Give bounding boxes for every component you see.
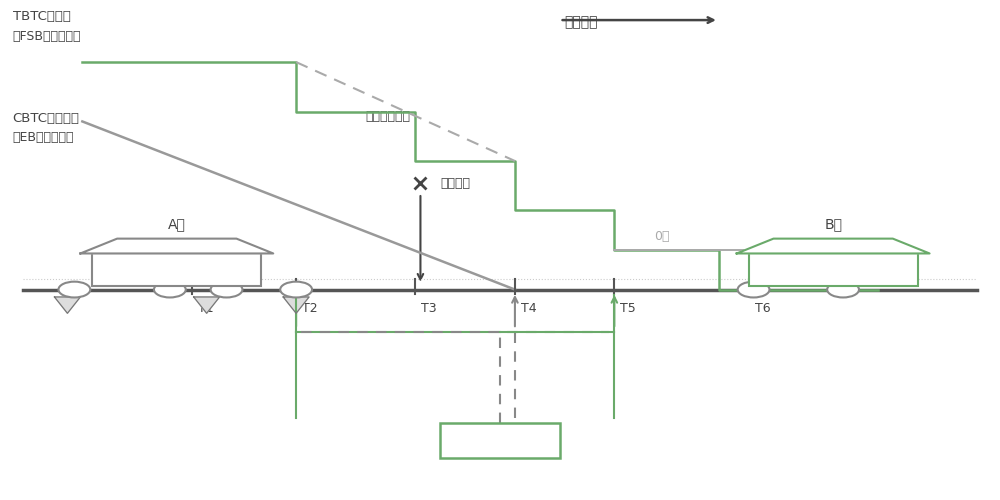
Text: 运行方向: 运行方向 [565, 15, 598, 29]
Text: T6: T6 [755, 302, 770, 315]
FancyBboxPatch shape [749, 254, 918, 286]
FancyBboxPatch shape [440, 423, 560, 458]
Text: T5: T5 [620, 302, 636, 315]
Text: 轨旁ATP: 轨旁ATP [479, 434, 521, 448]
Polygon shape [194, 297, 220, 314]
Circle shape [827, 282, 859, 298]
Text: T4: T4 [521, 302, 537, 315]
Text: CBTC速度曲线: CBTC速度曲线 [13, 112, 80, 124]
Text: TBTC速度码: TBTC速度码 [13, 10, 71, 23]
Circle shape [280, 282, 312, 298]
Polygon shape [80, 238, 273, 254]
Text: （FSB触发速度）: （FSB触发速度） [13, 30, 81, 43]
Text: 0码: 0码 [654, 230, 670, 242]
Text: A车: A车 [168, 217, 186, 231]
Circle shape [211, 282, 242, 298]
Text: T2: T2 [302, 302, 318, 315]
Text: 移动授权: 移动授权 [440, 177, 470, 190]
Circle shape [738, 282, 769, 298]
Text: （EB触发速度）: （EB触发速度） [13, 132, 74, 144]
Text: B车: B车 [824, 217, 842, 231]
Polygon shape [283, 297, 309, 314]
Text: 列车实际速度: 列车实际速度 [366, 110, 411, 123]
FancyBboxPatch shape [92, 254, 261, 286]
Text: T1: T1 [198, 302, 213, 315]
Circle shape [154, 282, 186, 298]
Polygon shape [737, 238, 930, 254]
Text: T3: T3 [421, 302, 437, 315]
Polygon shape [54, 297, 80, 314]
Circle shape [58, 282, 90, 298]
